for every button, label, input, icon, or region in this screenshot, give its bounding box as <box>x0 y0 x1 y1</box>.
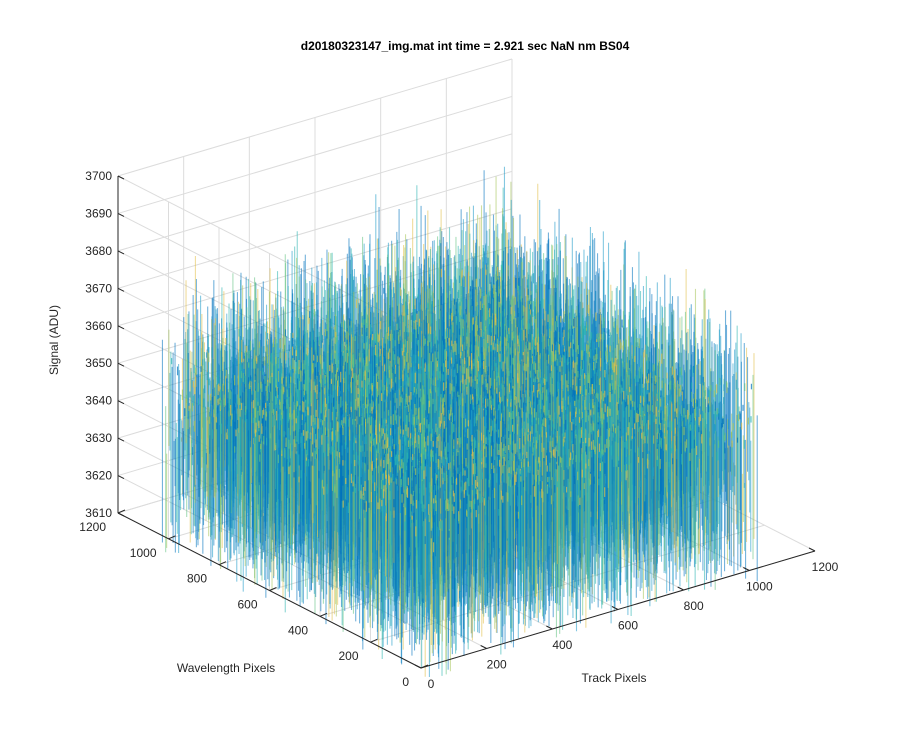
grid-line <box>117 58 513 177</box>
surface-mesh <box>161 166 758 678</box>
grid-line <box>117 170 513 289</box>
chart-title: d20180323147_img.mat int time = 2.921 se… <box>301 39 630 53</box>
grid-line <box>117 208 513 327</box>
grid-line <box>117 95 513 214</box>
grid-line <box>117 133 513 252</box>
